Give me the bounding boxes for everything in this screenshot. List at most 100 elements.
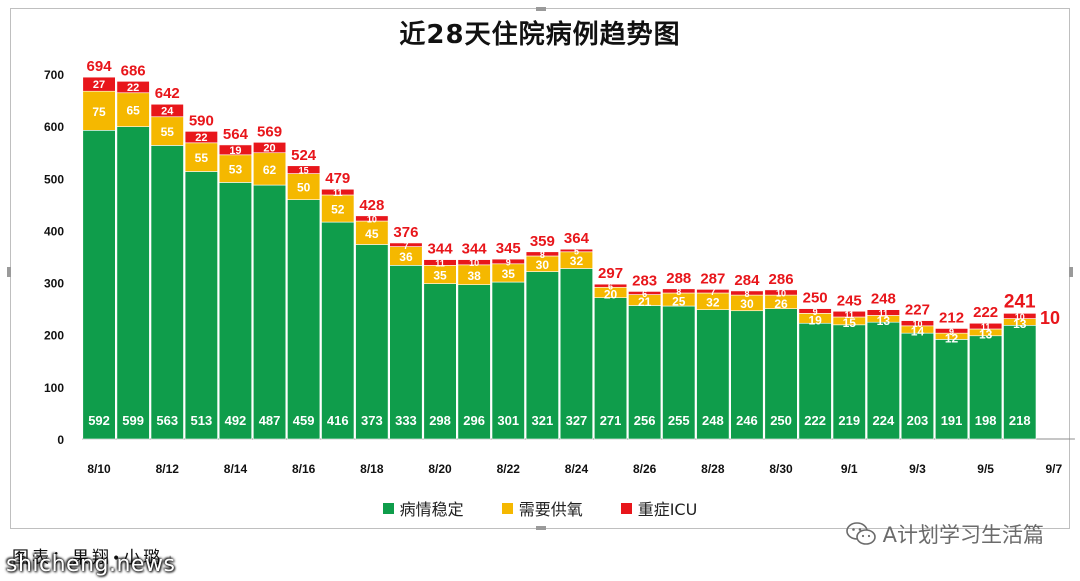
data-label-icu: 8 (744, 289, 749, 299)
bar-segment-icu (628, 291, 662, 295)
bar-segment-stable (457, 284, 491, 440)
data-label-oxygen: 75 (92, 105, 106, 119)
y-tick-label: 700 (44, 68, 64, 82)
data-label-total: 345 (496, 240, 521, 257)
data-label-oxygen: 13 (979, 327, 993, 341)
data-label-icu: 10 (469, 258, 479, 268)
bar-segment-stable (696, 309, 730, 440)
data-label-oxygen: 53 (229, 163, 243, 177)
data-label-total: 564 (223, 126, 249, 143)
data-label-icu: 10 (367, 214, 377, 224)
data-label-total: 283 (632, 272, 657, 289)
data-label-stable: 222 (804, 413, 826, 428)
data-label-icu-callout: 10 (1040, 308, 1060, 328)
data-label-icu: 10 (912, 319, 922, 329)
data-label-oxygen: 30 (536, 258, 550, 272)
bar-segment-stable (525, 271, 559, 440)
bar-segment-stable (491, 281, 525, 440)
x-tick-label: 8/14 (224, 462, 248, 476)
bar-segment-icu (662, 288, 696, 294)
y-tick-label: 500 (44, 172, 64, 186)
bar-segment-icu (253, 142, 287, 154)
y-tick-label: 0 (57, 433, 64, 447)
legend-swatch-icu (620, 502, 632, 514)
bar-segment-stable (832, 324, 866, 440)
x-tick-label: 8/12 (156, 462, 180, 476)
data-label-icu: 11 (844, 310, 854, 320)
bar-segment-icu (321, 188, 355, 196)
site-watermark: shicheng.news (6, 552, 176, 577)
data-label-icu: 27 (93, 79, 105, 91)
resize-handle-right[interactable] (1069, 267, 1073, 277)
data-label-icu: 9 (813, 307, 818, 317)
bar-segment-oxygen (116, 92, 150, 127)
data-label-stable: 416 (327, 413, 349, 428)
data-label-total: 694 (87, 58, 113, 75)
data-label-icu: 5 (574, 247, 579, 257)
bar-segment-icu (491, 258, 525, 265)
x-tick-label: 8/18 (360, 462, 384, 476)
legend-label-oxygen: 需要供氧 (518, 500, 583, 519)
bar-segment-oxygen (321, 194, 355, 223)
bar-segment-icu (866, 309, 900, 316)
bar-segment-oxygen (253, 152, 287, 186)
data-label-icu: 9 (949, 327, 954, 337)
data-label-icu: 8 (676, 287, 681, 297)
data-label-oxygen: 32 (570, 254, 584, 268)
x-tick-label: 8/16 (292, 462, 316, 476)
data-label-stable: 563 (156, 413, 178, 428)
data-label-stable: 250 (770, 413, 792, 428)
data-label-stable: 203 (907, 413, 929, 428)
bar-segment-stable (764, 308, 798, 440)
data-label-oxygen: 15 (843, 316, 857, 330)
bar-segment-stable (218, 182, 252, 440)
legend-swatch-stable (382, 502, 394, 514)
bar-segment-icu (150, 103, 184, 118)
data-label-total: 241 (1004, 291, 1036, 312)
bar-segment-icu (764, 289, 798, 296)
bar-segment-icu (355, 215, 389, 222)
data-label-total: 288 (666, 270, 691, 287)
y-tick-label: 600 (44, 120, 64, 134)
data-label-total: 297 (598, 265, 623, 282)
bar-segment-stable (423, 283, 457, 440)
bar-segment-stable (321, 221, 355, 440)
data-label-stable: 487 (259, 413, 281, 428)
data-label-icu: 11 (879, 309, 889, 319)
data-label-oxygen: 38 (467, 269, 481, 283)
bar-segment-stable (866, 321, 900, 440)
x-tick-label: 8/24 (565, 462, 589, 476)
resize-handle-bottom[interactable] (536, 526, 546, 530)
watermark: A计划学习生活篇 (845, 519, 1044, 549)
data-label-stable: 256 (634, 413, 656, 428)
x-tick-label: 8/30 (769, 462, 793, 476)
data-label-oxygen: 19 (808, 313, 822, 327)
bar-segment-icu (559, 248, 594, 253)
data-label-icu: 6 (642, 289, 647, 299)
bar-segment-icu (1003, 313, 1037, 319)
legend-label-icu: 重症ICU (637, 500, 698, 519)
credit-return-mark: ↵ (163, 553, 176, 566)
data-label-total: 428 (359, 197, 384, 214)
credit-prefix: 图表 (12, 548, 52, 568)
data-label-total: 212 (939, 309, 964, 326)
data-label-total: 248 (871, 291, 896, 308)
resize-handle-left[interactable] (7, 267, 11, 277)
bar-segment-icu (593, 283, 628, 288)
data-label-total: 344 (462, 241, 488, 258)
bar-segment-stable (355, 244, 389, 440)
credit-author: 果翔 (72, 548, 112, 568)
data-label-stable: 459 (293, 413, 315, 428)
data-label-oxygen: 21 (638, 295, 652, 309)
data-label-total: 245 (837, 292, 862, 309)
legend: 病情稳定 需要供氧 重症ICU (0, 496, 1080, 520)
y-tick-label: 400 (44, 224, 64, 238)
data-label-total: 479 (325, 170, 350, 187)
resize-handle-top[interactable] (536, 7, 546, 11)
bar-segment-icu (832, 310, 866, 318)
bar-segment-stable (184, 171, 218, 440)
data-label-total: 376 (393, 224, 418, 241)
data-label-total: 286 (769, 271, 794, 288)
x-tick-label: 8/28 (701, 462, 725, 476)
data-label-total: 642 (155, 85, 180, 102)
